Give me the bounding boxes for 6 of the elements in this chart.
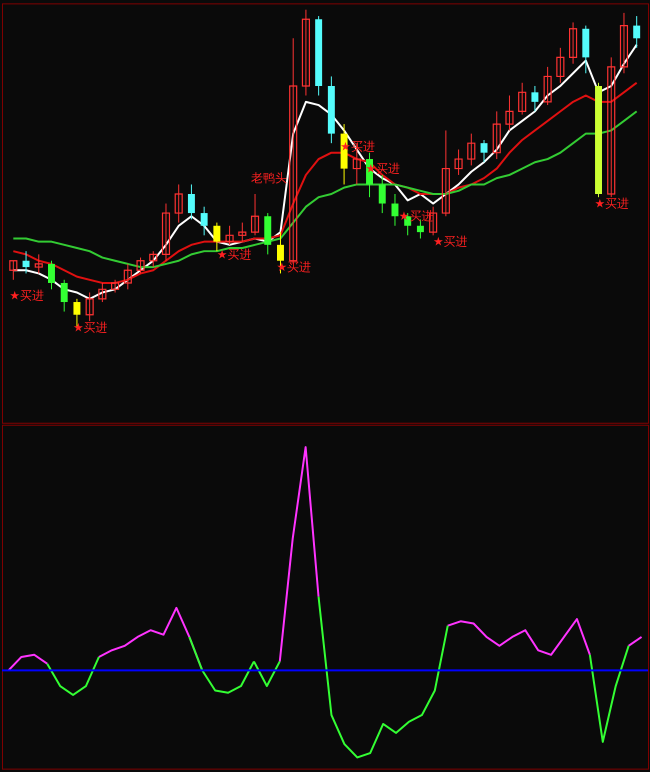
annotation: ★买进 — [72, 320, 108, 334]
annotation: ★买进 — [594, 196, 630, 211]
annotation: ★买进 — [432, 234, 468, 249]
annotation: ★买进 — [216, 247, 252, 262]
annotation: ★买进 — [9, 288, 44, 303]
annotation: 老鸭头 — [251, 171, 288, 186]
